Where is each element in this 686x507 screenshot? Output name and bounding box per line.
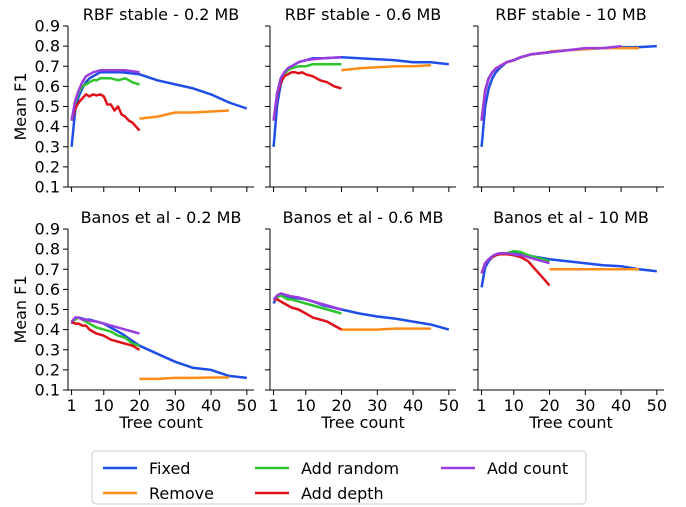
y-tick-label: 0.1: [35, 178, 60, 197]
panel-title: RBF stable - 0.6 MB: [285, 5, 442, 24]
x-tick-label: 1: [476, 396, 486, 415]
panel-rbf-stable-0-2-mb: RBF stable - 0.2 MB 0.1 0.20.30.40.50.60.7…: [11, 5, 254, 197]
series-line-add-count: [70, 69, 140, 121]
y-tick-label: 0.8: [35, 240, 60, 259]
y-tick-label: 0.3: [35, 137, 60, 156]
y-tick-label: 0.6: [35, 280, 60, 299]
panel-title: Banos et al - 0.6 MB: [283, 208, 444, 227]
series-line-remove: [341, 63, 432, 72]
y-tick-label: 0.9: [35, 17, 60, 36]
y-tick-label: 0.1: [35, 381, 60, 400]
x-tick-label: 30: [165, 396, 185, 415]
series-line-add-count: [70, 316, 140, 335]
series-line-add-count: [480, 44, 622, 121]
legend: Fixed Remove Add random Add depth Add count: [91, 450, 587, 505]
x-tick-label: 10: [504, 396, 524, 415]
series-line-add-random: [480, 50, 550, 121]
x-axis-title: Tree count: [528, 413, 613, 432]
legend-label: Add count: [487, 459, 568, 478]
series-line-add-depth: [273, 298, 343, 331]
legend-label: Add random: [301, 459, 399, 478]
x-tick-label: 20: [331, 396, 351, 415]
x-tick-label: 50: [439, 396, 459, 415]
y-tick-label: 0.2: [35, 360, 60, 379]
y-tick-label: 0.7: [35, 57, 60, 76]
series-line-remove: [139, 109, 230, 120]
legend-label: Add depth: [301, 484, 384, 503]
series-line-add-count: [480, 251, 550, 274]
panel-title: RBF stable - 0.2 MB: [83, 5, 240, 24]
x-tick-label: 30: [367, 396, 387, 415]
x-tick-label: 40: [201, 396, 221, 415]
x-tick-label: 40: [611, 396, 631, 415]
series-line-remove: [139, 376, 229, 381]
x-tick-label: 50: [237, 396, 257, 415]
y-tick-label: 0.9: [35, 220, 60, 239]
x-tick-label: 40: [403, 396, 423, 415]
y-tick-label: 0.7: [35, 260, 60, 279]
panel-title: Banos et al - 10 MB: [493, 208, 649, 227]
panel-banos-et-al-0-2-mb: Banos et al - 0.2 MB0.10.20.30.40.50.60.…: [11, 208, 257, 432]
series-line-add-count: [272, 55, 342, 121]
y-axis-title: Mean F1: [11, 72, 30, 140]
legend-item-add-count: Add count: [441, 459, 568, 478]
y-tick-label: 0.4: [35, 320, 60, 339]
x-tick-label: 10: [94, 396, 114, 415]
panel-rbf-stable-0-6-mb: RBF stable - 0.6 MB: [265, 5, 456, 192]
series-line-remove: [341, 327, 431, 331]
x-tick-label: 30: [575, 396, 595, 415]
legend-item-add-random: Add random: [255, 459, 399, 478]
y-tick-label: 0.6: [35, 77, 60, 96]
y-tick-label: 0.5: [35, 97, 60, 116]
legend-frame: [91, 450, 587, 505]
series-line-fixed: [272, 55, 449, 147]
y-tick-label: 0.3: [35, 340, 60, 359]
x-axis-title: Tree count: [320, 413, 405, 432]
y-axis-title: Mean F1: [11, 275, 30, 343]
y-tick-label: 0.5: [35, 300, 60, 319]
panel-title: Banos et al - 0.2 MB: [81, 208, 242, 227]
chart-panels: RBF stable - 0.2 MB0.10.20.30.40.50.60.7…: [11, 5, 667, 432]
y-tick-label: 0.8: [35, 37, 60, 56]
series-line-add-depth: [70, 93, 141, 132]
x-tick-label: 50: [647, 396, 667, 415]
x-tick-label: 20: [129, 396, 149, 415]
panel-banos-et-al-10-mb: Banos et al - 10 MB 1 10 20 30 40 50 Tree count: [473, 208, 667, 432]
legend-item-add-depth: Add depth: [255, 484, 384, 503]
series-line-add-count: [272, 292, 342, 311]
x-axis-title: Tree count: [118, 413, 203, 432]
x-tick-label: 1: [66, 396, 76, 415]
series-line-add-depth: [70, 320, 141, 351]
y-tick-label: 0.4: [35, 117, 60, 136]
x-tick-label: 10: [296, 396, 316, 415]
legend-item-fixed: Fixed: [103, 459, 190, 478]
x-tick-label: 1: [268, 396, 278, 415]
y-tick-label: 0.2: [35, 157, 60, 176]
series-line-add-depth: [480, 50, 550, 121]
series-line-fixed: [272, 293, 450, 331]
legend-label: Fixed: [149, 459, 190, 478]
panel-banos-et-al-0-6-mb: Banos et al - 0.6 MB 1 10 20 30 40 50 Tree coun…: [265, 208, 459, 432]
series-line-add-depth: [272, 71, 342, 121]
x-tick-label: 20: [539, 396, 559, 415]
series-line-add-random: [272, 294, 342, 315]
series-line-fixed: [70, 71, 248, 147]
panel-rbf-stable-10-mb: RBF stable - 10 MB: [473, 5, 664, 192]
legend-item-remove: Remove: [103, 484, 214, 503]
legend-label: Remove: [149, 484, 214, 503]
panel-title: RBF stable - 10 MB: [495, 5, 646, 24]
series-line-fixed: [70, 316, 247, 380]
